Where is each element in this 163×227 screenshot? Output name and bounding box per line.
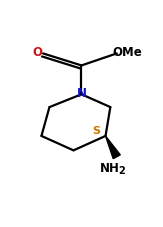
Polygon shape — [105, 136, 120, 159]
Text: 2: 2 — [118, 166, 125, 176]
Text: NH: NH — [100, 162, 119, 175]
Text: OMe: OMe — [112, 47, 142, 59]
Text: S: S — [93, 126, 101, 136]
Text: N: N — [76, 87, 87, 101]
Text: O: O — [32, 47, 42, 59]
